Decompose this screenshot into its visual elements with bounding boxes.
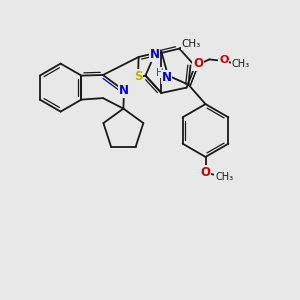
Text: N: N: [161, 70, 172, 84]
Text: H: H: [156, 68, 164, 78]
Text: O: O: [219, 55, 229, 65]
Text: CH₃: CH₃: [232, 59, 250, 69]
Text: N: N: [119, 84, 129, 97]
Text: CH₃: CH₃: [215, 172, 233, 182]
Text: S: S: [134, 70, 142, 83]
Text: O: O: [200, 166, 211, 179]
Text: CH₃: CH₃: [181, 39, 200, 49]
Text: O: O: [193, 57, 203, 70]
Text: N: N: [149, 48, 160, 61]
